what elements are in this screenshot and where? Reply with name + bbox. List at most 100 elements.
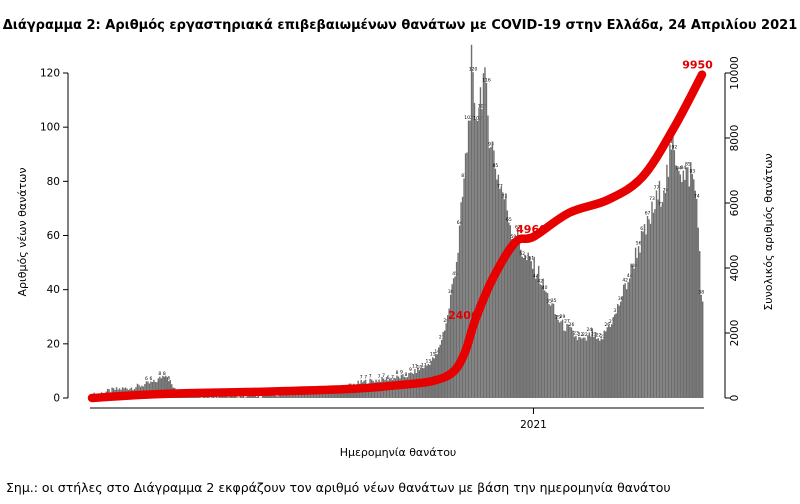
bar-value-label: 16 [434,349,440,355]
bar [688,186,690,398]
bar [457,252,459,398]
bar-value-label: 59 [510,234,516,240]
bar [263,395,265,398]
cumulative-line-layer [87,70,707,403]
bar-value-label: 84 [676,165,682,171]
bar-value-label: 11 [421,363,427,369]
bar-value-label: 6 [167,376,170,382]
bar [696,198,698,398]
bar [299,393,301,398]
bar [697,227,699,398]
bar [511,239,513,398]
bar-value-label: 76 [663,187,669,193]
bar [684,179,686,398]
bar [672,135,674,398]
y-tick-label: 80 [47,176,60,188]
bar [566,323,568,398]
bar [537,265,540,398]
bar [475,119,477,398]
bar [294,394,297,398]
bar-value-label: 77 [497,183,503,189]
bar-value-label: 9 [409,367,412,373]
bar-value-label: 23 [573,330,579,336]
bar [590,336,592,398]
bar-value-label: 8 [158,371,161,377]
bar [545,291,547,398]
bar [630,263,632,398]
bar [153,379,155,398]
bar [690,162,692,398]
x-axis-label: Ημερομηνία θανάτου [340,446,457,459]
bar [345,388,347,398]
bar-value-label: 61 [640,226,646,232]
bar [160,378,163,398]
line-value-label: 2406 [448,309,479,322]
bar [702,301,704,398]
bar-value-label: 22 [578,332,584,338]
bar [570,327,573,398]
bar [615,313,617,398]
bar [530,261,532,398]
bar-value-label: 11 [412,364,418,370]
bar [551,303,553,398]
bar-value-label: 26 [569,322,575,328]
bar [466,152,468,398]
bar [624,283,626,398]
axes-layer: 0 20 40 60 80 100 120 0 2000 4000 6000 8000 10000 202… [40,56,741,431]
bar [594,332,597,398]
bar [247,395,249,398]
bar [215,396,218,398]
bar [608,324,610,398]
bar [609,326,611,398]
bar [491,141,494,399]
bar-value-label: 22 [600,334,606,340]
bar-value-label: 83 [689,169,695,175]
bar-value-label: 74 [694,193,700,199]
bar [536,275,538,398]
bar [655,190,658,398]
bar [700,294,702,398]
y-tick-label: 100 [40,122,60,134]
bar [657,199,659,398]
bar [578,336,580,398]
bar [445,323,447,398]
bar [527,252,529,398]
bar-value-label: 42 [537,279,543,285]
bar [318,392,321,398]
bar [599,340,601,398]
bar [658,180,661,398]
bar [685,167,688,398]
bar [636,257,638,398]
bar [455,261,458,398]
bar [548,304,550,398]
bar-value-label: 7 [382,373,385,379]
bar [275,396,277,398]
bar [540,285,543,398]
bar [575,335,577,398]
bar [564,331,567,398]
y-tick-label: 40 [47,284,60,296]
bar [151,382,154,398]
bar [621,296,623,398]
bar [470,44,473,398]
chart-title: Διάγραμμα 2: Αριθμός εργαστηριακά επιβεβ… [2,18,798,33]
bar [602,339,604,398]
bar-value-label: 120 [469,67,478,73]
bar-value-label: 7 [391,374,394,380]
bar [205,397,207,398]
bar-value-label: 38 [448,289,454,295]
bar [576,340,579,398]
bar [679,174,682,398]
bar [157,378,160,398]
bar [327,390,330,398]
bar [441,339,443,398]
bar-value-label: 51 [528,256,534,262]
bar-value-label: 22 [582,332,588,338]
bar [666,164,668,398]
bar [250,396,252,398]
bar [438,347,440,398]
bar-value-label: 7 [378,374,381,380]
bar [652,212,655,398]
bar [639,252,641,398]
bar-value-label: 48 [631,263,637,269]
